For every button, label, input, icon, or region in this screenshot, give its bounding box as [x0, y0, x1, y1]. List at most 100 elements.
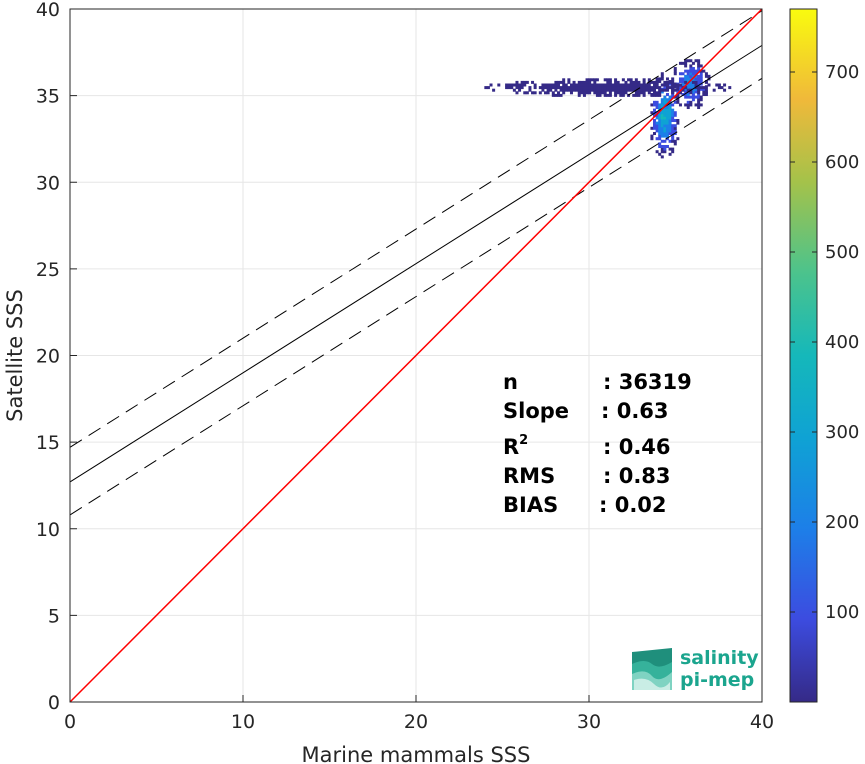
- density-cell: [673, 142, 677, 146]
- density-cell: [588, 86, 592, 90]
- density-cell: [697, 80, 701, 84]
- stat-value-rms: : 0.83: [603, 464, 671, 488]
- density-cell: [717, 83, 721, 87]
- density-cell: [585, 88, 589, 92]
- density-cell: [663, 88, 667, 92]
- colorbar: [789, 8, 818, 703]
- density-cell: [699, 69, 703, 73]
- density-cell: [546, 83, 550, 87]
- density-cell: [593, 86, 597, 90]
- x-tick-label: 20: [404, 711, 428, 733]
- density-cell: [694, 69, 698, 73]
- density-cell: [518, 83, 522, 87]
- density-cell: [569, 88, 573, 92]
- density-cell: [699, 98, 703, 102]
- density-cell: [686, 93, 690, 97]
- density-cell: [704, 87, 708, 91]
- density-cell: [671, 147, 675, 151]
- density-cell: [673, 124, 677, 128]
- density-cell: [702, 90, 706, 94]
- stat-value-r2: : 0.46: [603, 435, 671, 459]
- density-cell: [541, 83, 545, 87]
- y-axis-title: Satellite SSS: [3, 289, 27, 422]
- density-cell: [606, 86, 610, 90]
- density-cell: [569, 91, 573, 95]
- density-cell: [595, 91, 599, 95]
- density-cell: [660, 129, 664, 133]
- logo-line2: pi-mep: [680, 669, 754, 691]
- density-cell: [673, 129, 677, 133]
- density-cell: [486, 86, 490, 90]
- density-cell: [621, 93, 625, 97]
- density-cell: [585, 80, 589, 84]
- density-cell: [665, 126, 669, 130]
- density-cell: [663, 85, 667, 89]
- density-cell: [642, 93, 646, 97]
- density-cell: [665, 132, 669, 136]
- density-cell: [676, 137, 680, 141]
- density-cell: [650, 80, 654, 84]
- density-cell: [723, 83, 727, 87]
- stat-label-slope: Slope: [503, 399, 569, 423]
- density-cell: [684, 77, 688, 81]
- density-cell: [663, 98, 667, 102]
- density-cell: [556, 93, 560, 97]
- density-cell: [582, 88, 586, 92]
- density-cell: [660, 145, 664, 148]
- density-cell: [673, 95, 677, 99]
- density-cell: [671, 108, 675, 112]
- density-cell: [686, 103, 690, 107]
- density-cell: [697, 91, 701, 95]
- density-cell: [665, 77, 669, 81]
- density-cell: [580, 88, 584, 92]
- density-cell: [684, 64, 688, 68]
- x-tick-label: 10: [231, 711, 255, 733]
- density-cell: [697, 69, 701, 73]
- density-cell: [637, 88, 641, 92]
- density-cell: [647, 88, 651, 92]
- density-cell: [668, 119, 672, 123]
- density-cell: [510, 83, 514, 87]
- salinity-pi-mep-logo: salinity pi-mep: [632, 647, 759, 691]
- y-tick-label: 5: [48, 605, 60, 627]
- density-cell: [518, 88, 522, 92]
- density-cell: [653, 121, 657, 125]
- density-cell: [569, 83, 573, 87]
- density-cell: [715, 83, 719, 87]
- density-cell: [541, 86, 545, 90]
- density-cell: [637, 83, 641, 87]
- density-cell: [621, 86, 625, 90]
- density-cell: [650, 111, 654, 115]
- density-cell: [655, 124, 659, 128]
- density-cell: [562, 88, 566, 92]
- fit-bound-line: [69, 10, 763, 448]
- density-cell: [653, 93, 657, 97]
- y-tick-label: 20: [36, 346, 60, 368]
- density-cell: [588, 88, 592, 92]
- density-cell: [606, 93, 610, 97]
- density-cell: [515, 91, 519, 95]
- density-cell: [531, 91, 535, 95]
- density-cell: [691, 82, 695, 86]
- density-cell: [614, 86, 618, 90]
- density-cell: [616, 80, 620, 84]
- density-cell: [694, 74, 698, 78]
- density-cell: [588, 78, 592, 82]
- density-cell: [642, 80, 646, 84]
- density-cell: [694, 83, 698, 87]
- density-cell: [686, 100, 690, 104]
- density-cell: [562, 91, 566, 95]
- density-cell: [691, 98, 695, 102]
- density-cell: [691, 95, 695, 99]
- density-cell: [707, 83, 711, 87]
- density-cell: [549, 86, 553, 90]
- density-cell: [668, 139, 672, 143]
- density-cell: [634, 80, 638, 84]
- density-cell: [704, 74, 708, 78]
- density-cell: [668, 152, 672, 156]
- density-cell: [593, 83, 597, 87]
- density-cell: [624, 83, 628, 87]
- density-cell: [673, 126, 677, 130]
- density-cell: [655, 129, 659, 133]
- density-cell: [655, 93, 659, 97]
